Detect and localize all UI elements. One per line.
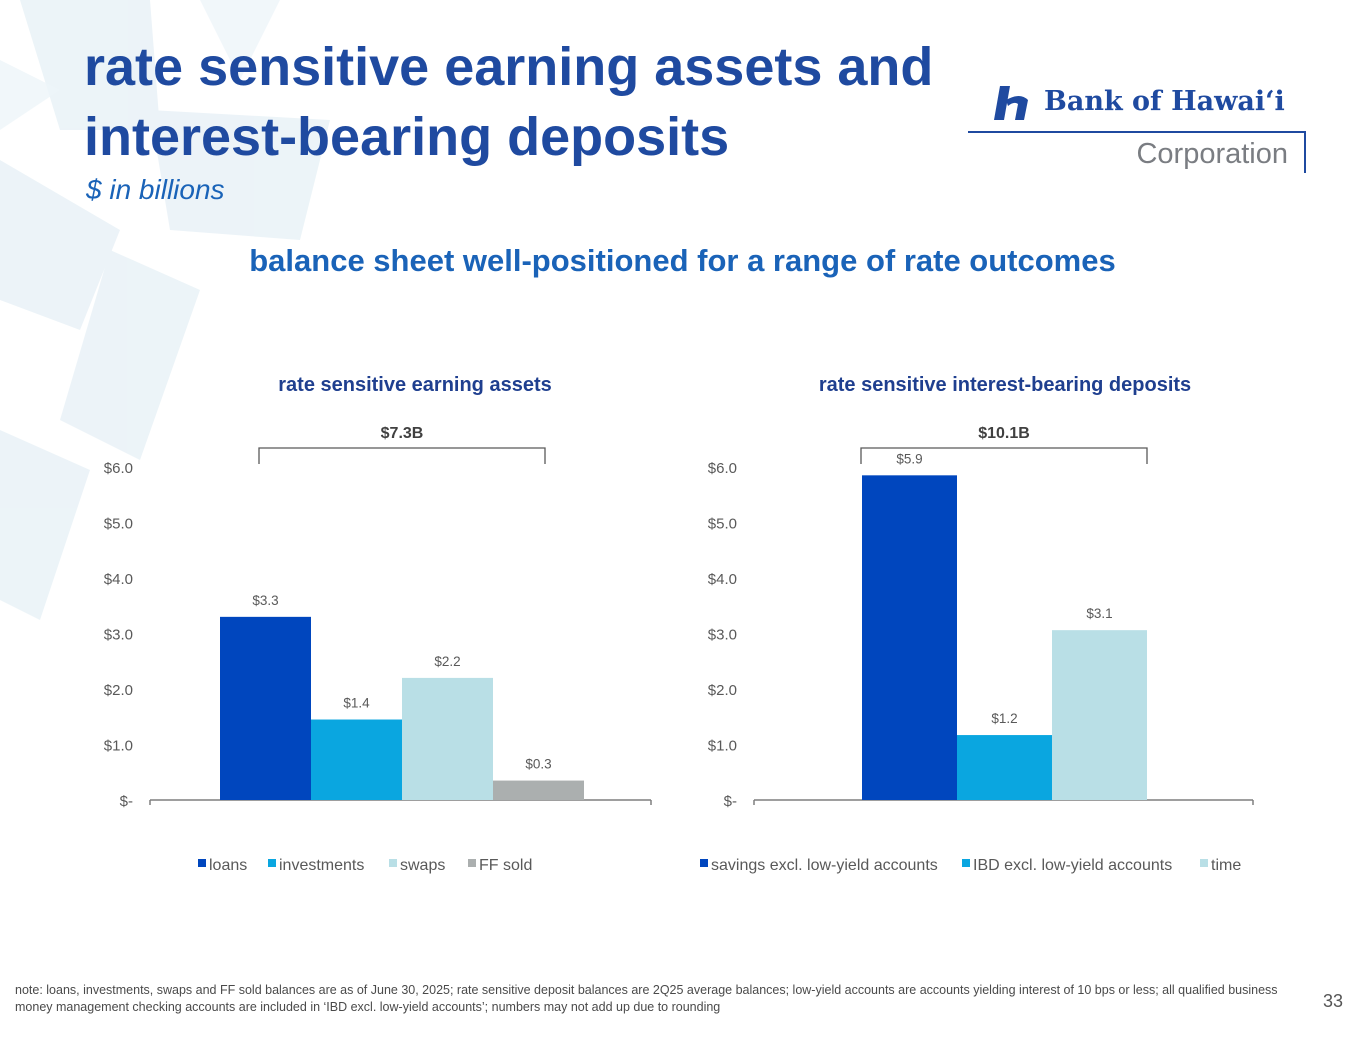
legend-swatch xyxy=(1200,859,1208,867)
y-tick-label: $- xyxy=(120,793,133,810)
total-label: $7.3B xyxy=(381,425,424,442)
legend-label: investments xyxy=(279,857,364,874)
bar-data-label: $2.2 xyxy=(434,654,460,669)
y-tick-label: $5.0 xyxy=(104,516,133,533)
legend-swatch xyxy=(268,859,276,867)
y-tick-label: $3.0 xyxy=(104,627,133,644)
legend-label: IBD excl. low-yield accounts xyxy=(973,857,1172,874)
legend-swatch xyxy=(962,859,970,867)
y-tick-label: $- xyxy=(724,793,737,810)
legend-swatch xyxy=(198,859,206,867)
bar-swaps xyxy=(402,677,493,800)
bar-loans xyxy=(220,616,311,800)
bar-data-label: $5.9 xyxy=(896,451,922,466)
legend-label: savings excl. low-yield accounts xyxy=(711,857,938,874)
y-tick-label: $5.0 xyxy=(708,516,737,533)
total-bracket xyxy=(860,447,1148,464)
y-tick-label: $3.0 xyxy=(708,627,737,644)
page-number: 33 xyxy=(1322,991,1343,1011)
y-tick-label: $6.0 xyxy=(708,460,737,477)
headline: balance sheet well-positioned for a rang… xyxy=(249,243,1116,278)
footnote: note: loans, investments, swaps and FF s… xyxy=(15,983,1278,1014)
logo-corporation: Corporation xyxy=(1136,138,1288,170)
page-title-line-2: interest-bearing deposits xyxy=(84,107,730,167)
legend-label: time xyxy=(1211,857,1241,874)
y-tick-label: $4.0 xyxy=(708,571,737,588)
earning-assets-bar-chart: $- $1.0 $2.0 $3.0 $4.0 $5.0 $6.0 $3.3 $1.4 $2.2 $0… xyxy=(104,425,652,874)
bar-data-label: $1.4 xyxy=(343,696,370,711)
deposits-bar-chart: $- $1.0 $2.0 $3.0 $4.0 $5.0 $6.0 $5.9 $1.2 $3.1 $1… xyxy=(700,425,1254,874)
chart-title-earning-assets: rate sensitive earning assets xyxy=(278,374,552,396)
legend-label: loans xyxy=(209,857,247,874)
legend-swatch xyxy=(700,859,708,867)
bank-logo: Bank of Hawai‘i Corporation xyxy=(968,80,1308,180)
y-tick-label: $1.0 xyxy=(708,738,737,755)
page-title-line-1: rate sensitive earning assets and xyxy=(84,37,934,97)
logo-divider xyxy=(968,131,1304,133)
legend-swatch xyxy=(389,859,397,867)
legend-label: swaps xyxy=(400,857,445,874)
y-tick-label: $4.0 xyxy=(104,571,133,588)
units-subtitle: $ in billions xyxy=(86,174,225,205)
bar-time xyxy=(1052,630,1147,800)
bar-ff-sold xyxy=(493,780,584,800)
total-label: $10.1B xyxy=(978,425,1030,442)
legend-swatch xyxy=(468,859,476,867)
logo-vertical-divider xyxy=(1304,131,1306,173)
y-tick-label: $1.0 xyxy=(104,738,133,755)
bar-data-label: $0.3 xyxy=(525,757,551,772)
bar-data-label: $3.3 xyxy=(252,593,278,608)
bank-monogram-icon xyxy=(994,86,1028,120)
bar-investments xyxy=(311,719,402,800)
total-bracket xyxy=(258,447,546,464)
bar-savings-excl-low-yield-accounts xyxy=(862,475,957,800)
bar-data-label: $1.2 xyxy=(991,711,1017,726)
logo-bank-name: Bank of Hawai‘i xyxy=(1044,86,1285,117)
bar-data-label: $3.1 xyxy=(1086,606,1112,621)
chart-title-deposits: rate sensitive interest-bearing deposits xyxy=(818,374,1192,396)
y-tick-label: $6.0 xyxy=(104,460,133,477)
y-tick-label: $2.0 xyxy=(104,682,133,699)
bar-ibd-excl-low-yield-accounts xyxy=(957,735,1052,800)
y-tick-label: $2.0 xyxy=(708,682,737,699)
legend-label: FF sold xyxy=(479,857,532,874)
